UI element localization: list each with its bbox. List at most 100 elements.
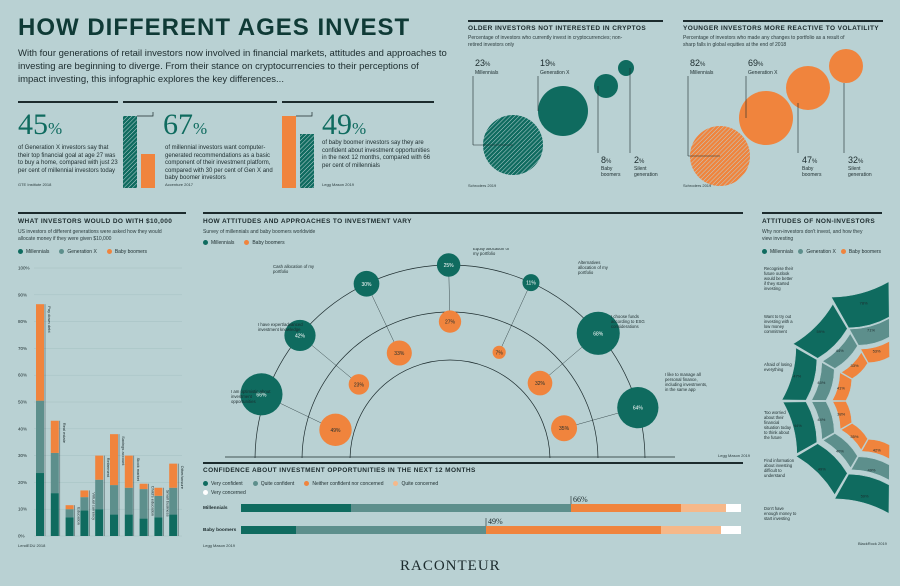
intro-text: With four generations of retail investor… xyxy=(18,48,447,85)
tenk-bar-generation-x xyxy=(154,495,163,518)
noninv-value: 44% xyxy=(817,417,825,422)
att-category-label: I choose funds according to ESG considerat… xyxy=(611,314,645,329)
att-bubble-millennials xyxy=(617,386,659,429)
att-bubble-millennials xyxy=(576,311,620,355)
att-bubble-millennials xyxy=(284,319,316,352)
tenk-bar-generation-x xyxy=(124,487,133,515)
tenk-bar-millennials xyxy=(95,509,104,536)
tenk-category-label: Other/unsure xyxy=(180,466,185,490)
stat2-source: Accenture 2017 xyxy=(165,182,194,187)
stat3-source: Legg Mason 2019 xyxy=(322,182,355,187)
conf-bar-quite-concerned xyxy=(661,526,721,534)
att-value-boomers: 32% xyxy=(535,381,546,387)
vol-source: Schroders 2019 xyxy=(683,183,712,188)
att-bubble-millennials xyxy=(522,274,540,292)
tenk-ytick: 80% xyxy=(18,319,27,324)
att-legend: Millennials Baby boomers xyxy=(203,240,285,246)
tenk-category-label: Child's education xyxy=(151,486,156,516)
tenk-bar-millennials xyxy=(50,493,59,536)
att-category-label: Equity allocation of my portfolio xyxy=(473,248,510,256)
stat2-bars xyxy=(123,112,155,188)
noninv-bar-millennials xyxy=(792,303,848,359)
crypto-bubble-silent xyxy=(618,60,634,76)
stat1-text: of Generation X investors say that their… xyxy=(18,145,118,174)
att-arc xyxy=(349,359,551,458)
noninv-bar-baby-boomers xyxy=(860,340,890,363)
crypto-pct-millennials: 23% xyxy=(475,58,491,68)
conf-bar-quite-concerned xyxy=(681,504,726,512)
vol-chart xyxy=(687,49,863,186)
tenk-bar-baby-boomers xyxy=(169,463,178,488)
att-title: HOW ATTITUDES AND APPROACHES TO INVESTME… xyxy=(203,218,412,225)
raconteur-logo: RACONTEUR xyxy=(400,558,501,574)
tenk-category-label: Retirement xyxy=(106,458,111,478)
tenk-bar-generation-x xyxy=(36,400,44,474)
vol-label-boomers: Baby boomers xyxy=(802,166,822,178)
noninv-bar-baby-boomers xyxy=(840,351,868,379)
att-value-millennials: 25% xyxy=(444,263,455,269)
noninv-value: 42% xyxy=(873,448,881,453)
stat3-bar-millennials xyxy=(300,134,314,188)
vol-label-silent: Silent generation xyxy=(848,166,872,178)
tenk-ytick: 10% xyxy=(18,507,27,512)
att-value-boomers: 7% xyxy=(496,350,504,356)
stat3-value: 49% xyxy=(322,108,367,141)
crypto-title: OLDER INVESTORS NOT INTERESTED IN CRYPTO… xyxy=(468,25,647,32)
att-value-boomers: 27% xyxy=(445,320,456,326)
crypto-pct-genx: 19% xyxy=(540,58,556,68)
att-bubble-millennials xyxy=(436,253,461,277)
att-bubble-boomers xyxy=(386,340,412,366)
tenk-bar-generation-x xyxy=(169,487,178,515)
vol-pct-genx: 69% xyxy=(748,58,764,68)
noninv-bar-baby-boomers xyxy=(832,401,852,430)
noninv-bar-generation-x xyxy=(822,433,858,469)
att-value-boomers: 33% xyxy=(394,351,405,357)
conf-legend: Very confident Quite confident Neither c… xyxy=(203,481,453,496)
page-title: HOW DIFFERENT AGES INVEST xyxy=(18,14,411,41)
tenk-bar-baby-boomers xyxy=(65,505,74,510)
noninv-value: 49% xyxy=(818,467,826,472)
conf-value-label: 66% xyxy=(573,495,588,504)
noninv-category-label: Recognise their future outlook would be be… xyxy=(764,266,794,291)
tenk-ytick: 30% xyxy=(18,453,27,458)
tenk-subtitle: US investors of different generations we… xyxy=(18,229,162,242)
noninv-bar-generation-x xyxy=(850,456,890,481)
tenk-category-label: Virtual currency xyxy=(91,492,96,520)
noninv-value: 38% xyxy=(837,412,845,417)
tenk-bar-millennials xyxy=(139,518,148,536)
att-category-label: I like to manage all personal finance, inc… xyxy=(665,372,707,392)
noninv-value: 45% xyxy=(817,380,825,385)
noninv-category-label: Want to try out investing with a low money… xyxy=(764,314,793,334)
noninv-value: 71% xyxy=(867,328,875,333)
att-bubble-millennials xyxy=(353,270,380,297)
stat1-rule xyxy=(18,101,118,103)
stat2-bar-millennials xyxy=(123,116,137,188)
crypto-label-genx: Generation X xyxy=(540,70,570,76)
noninv-bar-generation-x xyxy=(822,333,858,369)
att-bubble-boomers xyxy=(551,415,578,442)
tenk-category-label: Small business xyxy=(165,490,170,517)
noninv-source: BlackRock 2019 xyxy=(858,541,887,546)
noninv-bar-baby-boomers xyxy=(831,372,852,401)
tenk-bar-generation-x xyxy=(95,479,104,510)
vol-pct-silent: 32% xyxy=(848,155,864,165)
tenk-bar-millennials xyxy=(80,510,89,536)
noninv-bar-generation-x xyxy=(811,401,835,440)
tenk-bar-generation-x xyxy=(50,452,59,494)
vol-bubble-silent xyxy=(829,49,863,83)
att-category-label: I have expert/advanced investment knowled… xyxy=(258,322,303,332)
conf-title: CONFIDENCE ABOUT INVESTMENT OPPORTUNITIE… xyxy=(203,467,476,474)
noninv-bar-millennials xyxy=(781,347,818,401)
conf-bar-quite-confident xyxy=(351,504,571,512)
noninv-legend: Millennials Generation X Baby boomers xyxy=(762,249,881,255)
noninv-value: 44% xyxy=(794,423,802,428)
vol-label-genx: Generation X xyxy=(748,70,778,76)
stat3-text: of baby boomer investors say they are co… xyxy=(322,140,431,169)
tenk-source: LendEDU 2018 xyxy=(18,543,46,548)
att-rule xyxy=(203,212,743,214)
att-value-millennials: 30% xyxy=(362,282,373,288)
conf-bar-quite-confident xyxy=(296,526,486,534)
crypto-label-millennials: Millennials xyxy=(475,70,499,76)
noninv-subtitle: Why non-investors don't invest, and how … xyxy=(762,229,863,242)
vol-pct-boomers: 47% xyxy=(802,155,818,165)
